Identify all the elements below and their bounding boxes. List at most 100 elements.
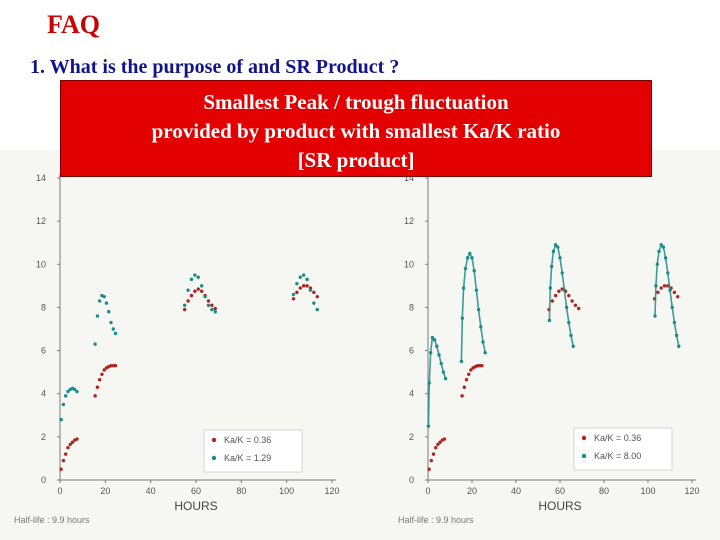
data-point-red <box>557 289 561 293</box>
y-tick-label: 0 <box>41 475 46 485</box>
legend-label: Ka/K = 0.36 <box>224 435 271 445</box>
data-point-teal <box>463 266 468 271</box>
data-point-red <box>662 284 667 288</box>
data-point-teal <box>556 245 560 249</box>
data-point-teal <box>109 320 113 325</box>
data-point-teal <box>657 249 661 254</box>
legend-marker <box>581 453 587 459</box>
data-point-red <box>480 363 484 368</box>
data-point-teal <box>560 271 564 275</box>
data-point-red <box>206 299 211 303</box>
x-tick-label: 100 <box>640 486 655 496</box>
data-point-teal <box>305 277 309 282</box>
data-point-teal <box>459 359 464 364</box>
footnote-text: Half-life : 9.9 hours <box>398 515 474 525</box>
data-point-teal <box>460 316 465 320</box>
answer-callout: Smallest Peak / trough fluctuation provi… <box>60 80 652 177</box>
data-point-teal <box>196 275 200 279</box>
data-point-teal <box>443 376 448 381</box>
faq-question: 1. What is the purpose of and SR Product… <box>30 56 400 78</box>
x-tick-label: 40 <box>511 486 521 496</box>
data-point-teal <box>562 288 567 292</box>
y-tick-label: 8 <box>409 302 414 312</box>
data-point-teal <box>59 417 63 422</box>
data-point-red <box>213 306 217 311</box>
data-point-red <box>315 294 319 299</box>
data-point-teal <box>470 256 474 260</box>
data-point-teal <box>189 277 194 282</box>
data-point-red <box>434 445 438 450</box>
x-tick-label: 40 <box>146 486 156 496</box>
data-point-teal <box>426 424 431 428</box>
legend-box <box>573 427 673 471</box>
data-point-red <box>186 299 190 303</box>
y-tick-label: 2 <box>409 432 414 442</box>
data-point-red <box>97 377 102 382</box>
data-point-teal <box>315 307 319 312</box>
data-point-teal <box>476 307 481 312</box>
data-point-teal <box>654 284 658 288</box>
series-line <box>427 335 447 427</box>
slide-title: FAQ <box>47 10 100 39</box>
data-point-red <box>93 394 97 398</box>
data-point-red <box>553 293 558 298</box>
data-point-red <box>199 289 204 293</box>
data-point-teal <box>104 301 109 305</box>
x-tick-label: 80 <box>599 486 609 496</box>
data-point-teal <box>75 389 79 394</box>
data-point-red <box>464 377 469 382</box>
y-tick-label: 6 <box>41 346 46 356</box>
data-point-red <box>63 452 68 456</box>
data-point-teal <box>553 243 558 247</box>
data-point-red <box>210 303 214 307</box>
data-point-red <box>305 284 309 288</box>
data-point-teal <box>441 370 446 374</box>
data-point-red <box>100 372 104 376</box>
data-point-teal <box>483 351 487 355</box>
data-point-red <box>431 452 436 456</box>
data-point-teal <box>312 301 316 305</box>
y-tick-label: 14 <box>404 173 414 183</box>
data-point-red <box>656 290 660 295</box>
data-point-teal <box>547 318 552 323</box>
data-point-teal <box>674 333 679 338</box>
data-point-teal <box>432 338 437 342</box>
data-point-teal <box>571 344 575 348</box>
data-point-teal <box>203 294 207 299</box>
data-point-teal <box>465 256 470 260</box>
data-point-teal <box>435 344 439 348</box>
data-point-red <box>193 289 197 293</box>
y-tick-label: 12 <box>36 216 46 226</box>
data-point-red <box>312 290 316 295</box>
data-point-teal <box>668 288 672 292</box>
data-point-teal <box>567 320 571 325</box>
x-tick-label: 100 <box>279 486 294 496</box>
y-tick-label: 2 <box>41 432 46 442</box>
legend-marker <box>581 435 587 441</box>
data-point-teal <box>677 344 681 348</box>
data-point-teal <box>672 320 677 325</box>
x-tick-label: 80 <box>236 486 246 496</box>
data-point-red <box>95 385 100 389</box>
data-point-teal <box>107 310 111 314</box>
data-point-teal <box>663 256 668 260</box>
data-point-teal <box>481 340 485 344</box>
y-tick-label: 0 <box>409 475 414 485</box>
chart-right: 0 2 4 6 8 10 12 14 0 20 40 60 80 100 120 HOURS Ka/K = 0.… <box>398 173 700 525</box>
y-tick-label: 4 <box>41 389 46 399</box>
data-point-teal <box>428 351 433 355</box>
x-tick-label: 60 <box>555 486 565 496</box>
data-point-red <box>66 445 70 450</box>
data-point-teal <box>66 389 70 394</box>
data-point-red <box>567 293 571 298</box>
data-point-red <box>436 442 440 447</box>
y-tick-label: 6 <box>409 346 414 356</box>
data-point-teal <box>63 394 68 398</box>
y-tick-label: 12 <box>404 216 414 226</box>
data-point-teal <box>437 353 441 357</box>
data-point-teal <box>95 314 100 318</box>
data-point-teal <box>548 286 553 290</box>
x-axis-title: HOURS <box>538 499 581 513</box>
data-point-teal <box>111 327 115 331</box>
data-point-red <box>291 297 296 301</box>
